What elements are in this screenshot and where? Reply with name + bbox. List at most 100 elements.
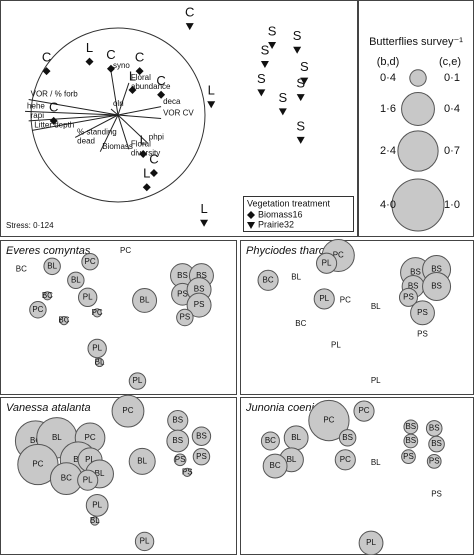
bubble — [87, 338, 107, 359]
bubble-label: BS — [405, 422, 416, 431]
bubble-label: PC — [84, 433, 95, 442]
treatment-legend-box — [243, 196, 354, 232]
legend-symbol — [247, 211, 255, 219]
point — [278, 108, 287, 116]
point-label: S — [296, 118, 305, 133]
vector — [28, 114, 119, 122]
point-label: S — [296, 76, 305, 91]
bubble-label: PC — [120, 246, 131, 255]
bubble-label: BS — [196, 271, 207, 280]
panel-title: Phyciodes tharos — [246, 245, 331, 257]
bubble-label: BL — [291, 272, 301, 281]
size-key-label: 1·0 — [444, 199, 460, 211]
point-label: S — [293, 28, 302, 43]
panel-title: Everes comyntas — [6, 245, 91, 257]
bubble-label: PS — [182, 467, 193, 476]
vector-label: Floral — [131, 139, 151, 148]
bubble-label: PL — [92, 344, 102, 353]
bubble — [77, 469, 99, 491]
bubble — [401, 449, 416, 465]
bubble-label: BL — [287, 455, 297, 464]
bubble — [308, 399, 350, 442]
bubble-label: PL — [319, 294, 329, 303]
bubble-label: BL — [371, 302, 381, 311]
bubble-label: PL — [366, 538, 376, 547]
bubble-label: BS — [431, 282, 442, 291]
vector-label: syno — [113, 61, 130, 70]
bubble — [313, 288, 335, 310]
bubble — [182, 467, 192, 477]
vector-label: VOR / % forb — [31, 90, 79, 99]
vector-label: Litter depth — [34, 120, 74, 129]
bubble — [191, 426, 212, 446]
point — [268, 42, 277, 50]
point-label: C — [135, 50, 144, 65]
bubble-label: BS — [431, 439, 442, 448]
bubble-label: BS — [431, 265, 442, 274]
vector — [117, 82, 130, 116]
bubble — [398, 287, 418, 307]
bubble-label: BL — [90, 516, 100, 525]
bubble-label: PC — [32, 460, 43, 469]
bubble — [186, 292, 212, 318]
point — [139, 150, 148, 159]
bubble-label: PC — [340, 296, 351, 305]
point-label: S — [268, 23, 277, 38]
bubble-label: PS — [180, 313, 191, 322]
bubble — [334, 449, 356, 471]
bubble — [338, 429, 357, 447]
vector — [117, 114, 148, 143]
bubble-label: BL — [95, 358, 105, 367]
bubble-label: BS — [177, 271, 188, 280]
size-key — [401, 92, 435, 126]
size-key — [409, 69, 427, 87]
vector-label: dead — [77, 137, 95, 146]
bubble-label: PS — [177, 289, 188, 298]
bubble-label: PC — [84, 257, 95, 266]
bubble-label: PC — [333, 251, 344, 260]
bubble-label: BC — [16, 265, 27, 274]
bubble — [59, 315, 69, 326]
vector — [74, 114, 119, 138]
point — [142, 183, 151, 192]
point-label: L — [143, 166, 150, 181]
vector-label: Floral — [131, 73, 151, 82]
bubble-label: BC — [270, 461, 281, 470]
point — [296, 94, 305, 102]
point-label: S — [278, 90, 287, 105]
bubble-label: PL — [83, 292, 93, 301]
legend-title: Vegetation treatment — [247, 198, 331, 208]
bubble-label: BL — [47, 261, 57, 270]
bubble-label: PS — [417, 330, 428, 339]
bubble-label: PS — [431, 489, 442, 498]
bubble — [426, 453, 442, 469]
bubble — [403, 433, 419, 449]
bubble — [128, 372, 147, 390]
bubble — [316, 252, 338, 274]
bubble-label: PC — [323, 416, 334, 425]
bubble-label: PC — [358, 406, 369, 415]
bubble-label: PS — [194, 300, 205, 309]
point — [296, 136, 305, 144]
point — [85, 57, 94, 66]
bubble — [67, 271, 85, 290]
vector-label: phpi — [149, 132, 164, 141]
bubble-label: BS — [194, 285, 205, 294]
bubble-label: BC — [61, 474, 72, 483]
vector — [117, 114, 162, 119]
legend-label: Biomass16 — [258, 209, 303, 219]
point-label: C — [42, 50, 51, 65]
point — [106, 64, 115, 73]
point-label: C — [106, 47, 115, 62]
bubble — [353, 400, 375, 422]
legend-symbol — [247, 222, 255, 229]
bubble-label: BL — [95, 469, 105, 478]
size-key-label: 0·7 — [444, 145, 460, 157]
bubble-label: BC — [265, 436, 276, 445]
bubble-label: PS — [403, 452, 414, 461]
size-legend-column: (c,e) — [439, 56, 461, 68]
bubble-label: BS — [429, 424, 440, 433]
point — [49, 116, 58, 125]
bubble — [94, 357, 105, 368]
bubble-label: PS — [175, 455, 186, 464]
